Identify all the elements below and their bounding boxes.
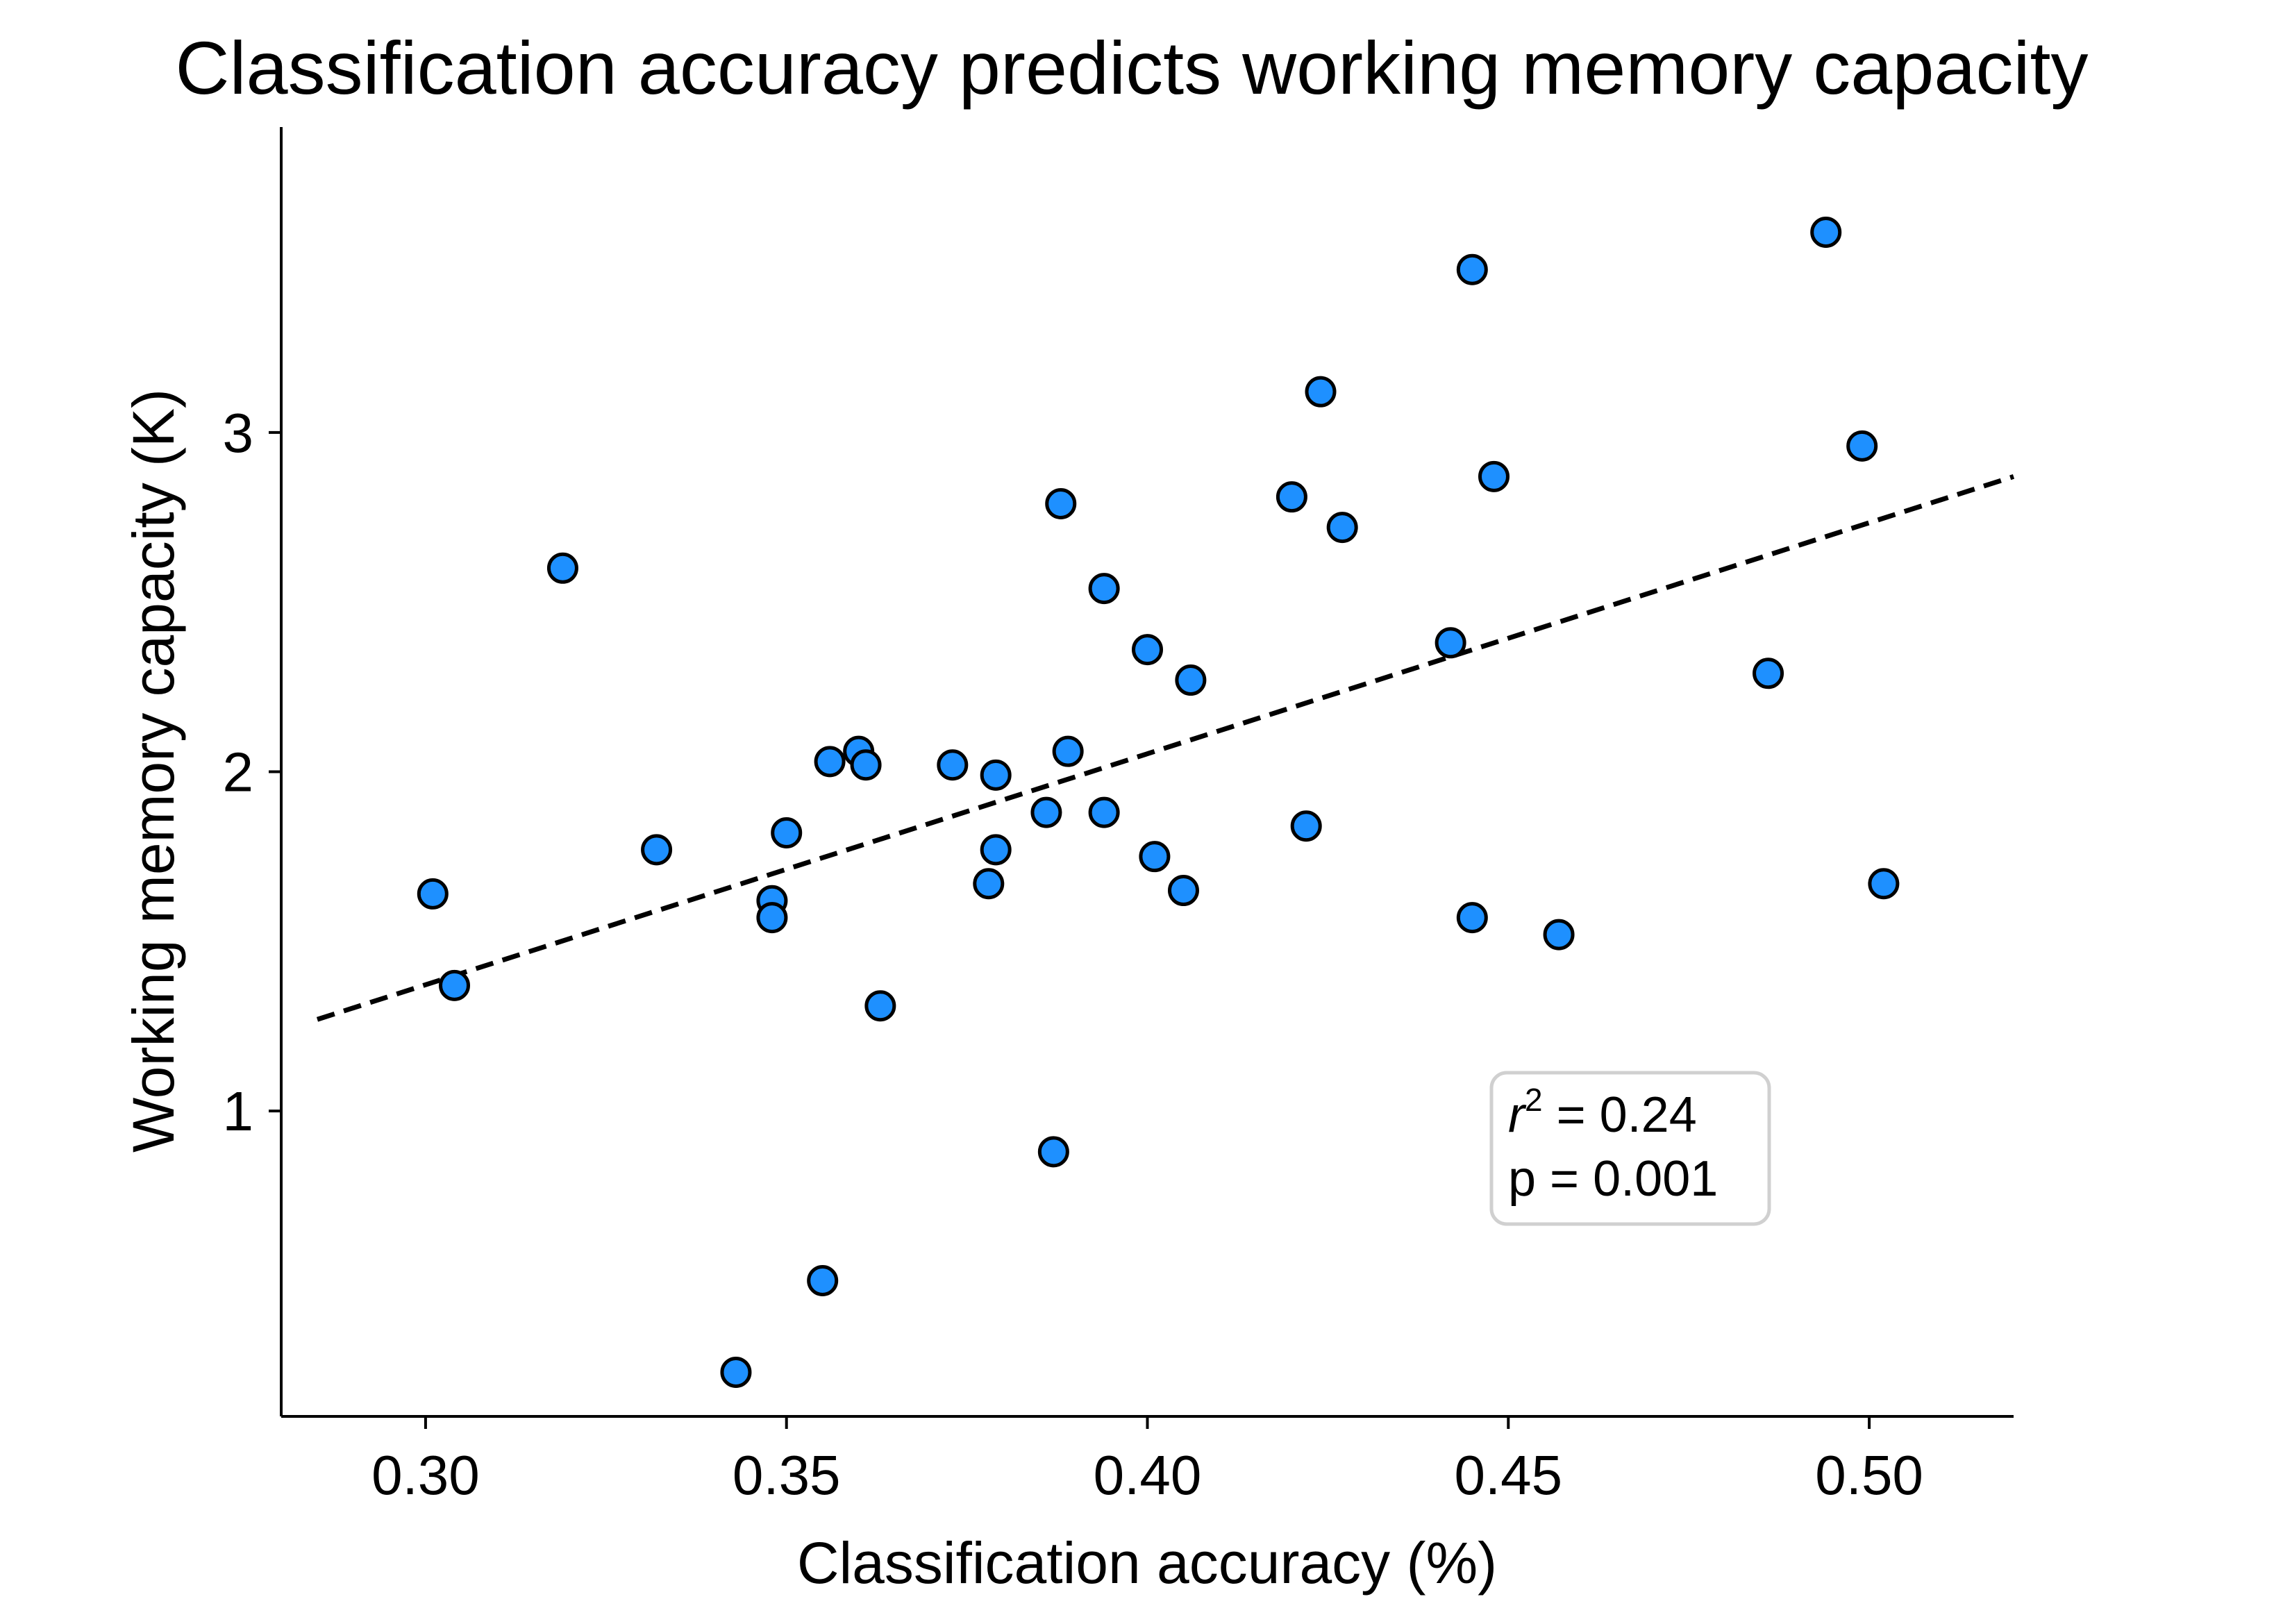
x-tick-label: 0.45 [1454, 1444, 1562, 1506]
data-point-16 [980, 834, 1012, 866]
data-point-30 [1326, 512, 1358, 544]
chart-title: Classification accuracy predicts working… [176, 26, 2089, 110]
x-ticks: 0.30 0.35 0.40 0.45 0.50 [371, 1416, 1923, 1506]
data-point-17 [1030, 796, 1062, 828]
data-point-35 [1543, 919, 1575, 951]
data-point-39 [1868, 868, 1900, 900]
stats-annotation-frame [1489, 1071, 1771, 1226]
y-tick-label: 1 [223, 1080, 254, 1142]
data-point-12 [864, 990, 896, 1022]
x-tick-label: 0.40 [1094, 1444, 1202, 1506]
x-tick-label: 0.30 [371, 1444, 480, 1506]
p-value-text: p = 0.001 [1508, 1151, 1718, 1207]
r-squared-text: r2 = 0.24 [1508, 1082, 1697, 1143]
data-point-19 [1045, 487, 1077, 519]
data-point-14 [973, 868, 1005, 900]
x-tick-label: 0.50 [1815, 1444, 1923, 1506]
y-tick-label: 2 [223, 742, 254, 803]
data-point-13 [937, 749, 969, 781]
data-point-22 [1088, 573, 1120, 605]
data-point-36 [1753, 658, 1784, 689]
r-squared-value: = 0.24 [1543, 1087, 1697, 1143]
data-point-8 [807, 1265, 839, 1297]
data-point-27 [1276, 481, 1307, 513]
data-point-21 [1088, 796, 1120, 828]
data-point-3 [641, 834, 673, 866]
data-point-6 [756, 902, 788, 934]
regression-line [316, 474, 2015, 1022]
data-point-31 [1435, 627, 1466, 659]
y-tick-label: 3 [223, 402, 254, 464]
data-point-25 [1167, 875, 1199, 907]
x-axis-label: Classification accuracy (%) [797, 1530, 1497, 1596]
data-point-20 [1052, 735, 1084, 767]
r-symbol: r [1508, 1087, 1527, 1143]
data-point-1 [439, 969, 470, 1001]
y-axis-label: Working memory capacity (K) [121, 389, 186, 1153]
data-point-15 [980, 759, 1012, 791]
data-point-29 [1305, 376, 1337, 408]
data-point-4 [720, 1356, 752, 1388]
data-point-33 [1456, 902, 1488, 934]
data-point-0 [417, 878, 449, 910]
data-point-26 [1175, 664, 1207, 696]
data-point-9 [814, 746, 846, 778]
data-point-11 [850, 749, 882, 781]
stats-annotation: r2 = 0.24 p = 0.001 [1489, 1071, 1771, 1226]
y-ticks: 1 2 3 [223, 402, 281, 1142]
data-point-7 [771, 817, 803, 848]
data-point-2 [546, 552, 578, 584]
data-point-32 [1456, 253, 1488, 285]
data-point-23 [1132, 634, 1163, 666]
data-points [417, 216, 1900, 1388]
x-tick-label: 0.35 [733, 1444, 841, 1506]
data-point-37 [1810, 216, 1842, 248]
data-point-18 [1037, 1136, 1069, 1168]
data-point-28 [1290, 810, 1322, 842]
data-point-24 [1139, 841, 1171, 873]
r-exponent: 2 [1525, 1082, 1543, 1118]
data-point-38 [1846, 430, 1878, 462]
data-point-34 [1478, 460, 1510, 492]
